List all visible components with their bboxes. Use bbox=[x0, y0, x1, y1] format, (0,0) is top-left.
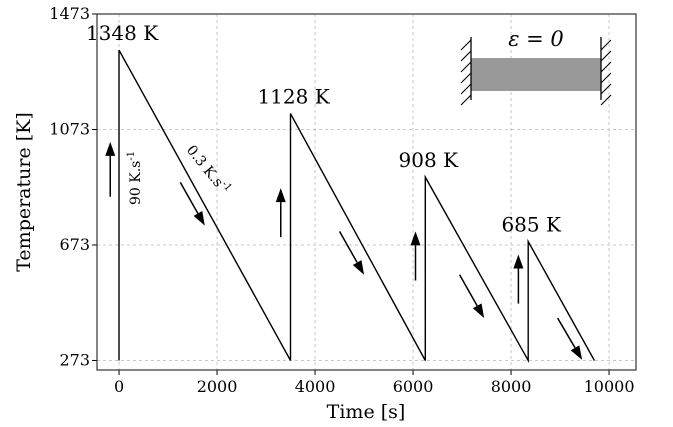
hatch-line bbox=[460, 50, 472, 62]
x-tick-label: 2000 bbox=[197, 377, 238, 396]
rate-labels: 90 K.s-1 0.3 K.s-1 bbox=[126, 141, 234, 205]
y-tick-label: 1073 bbox=[49, 119, 90, 138]
trend-arrow-head bbox=[472, 303, 485, 319]
hatch-line bbox=[460, 94, 472, 106]
temperature-series-line bbox=[118, 49, 596, 364]
trend-arrow-head bbox=[105, 141, 116, 156]
x-tick-label: 6000 bbox=[393, 377, 434, 396]
left-wall-hatch bbox=[460, 39, 472, 106]
peak-label: 908 K bbox=[399, 148, 460, 172]
x-tick-label: 4000 bbox=[295, 377, 336, 396]
hatch-line bbox=[460, 83, 472, 95]
heating-rate-label: 90 K.s-1 bbox=[126, 151, 144, 205]
trend-arrow-head bbox=[513, 254, 524, 269]
peak-label: 1348 K bbox=[86, 21, 159, 45]
hatch-line bbox=[460, 61, 472, 73]
hatch-line bbox=[600, 39, 612, 51]
peak-label: 1128 K bbox=[257, 85, 330, 109]
hatch-line bbox=[600, 61, 612, 73]
hatch-line bbox=[600, 83, 612, 95]
hatch-line bbox=[460, 39, 472, 51]
trend-arrow-head bbox=[193, 210, 205, 226]
heating-rate-superscript: -1 bbox=[126, 151, 137, 161]
trend-arrow-shaft bbox=[458, 274, 478, 307]
arrow-group bbox=[105, 141, 583, 360]
trend-arrow-shaft bbox=[179, 181, 199, 214]
x-tick-label: 0 bbox=[114, 377, 124, 396]
cooling-rate-label: 0.3 K.s-1 bbox=[183, 141, 234, 198]
hatch-line bbox=[600, 72, 612, 84]
hatch-line bbox=[460, 72, 472, 84]
trend-arrow-head bbox=[352, 260, 365, 275]
cooling-rate-text: 0.3 K.s bbox=[183, 142, 226, 190]
tick-marks bbox=[92, 13, 610, 375]
peak-labels: 1348 K 1128 K 908 K 685 K bbox=[86, 21, 562, 236]
y-axis-label: Temperature [K] bbox=[13, 112, 35, 272]
y-tick-label: 1473 bbox=[49, 4, 90, 23]
trend-arrow-shaft bbox=[338, 231, 358, 263]
series-group bbox=[118, 49, 596, 364]
hatch-line bbox=[600, 94, 612, 106]
trend-arrow-head bbox=[275, 188, 286, 203]
strain-label: ε = 0 bbox=[508, 27, 564, 51]
right-wall-hatch bbox=[600, 39, 612, 106]
peak-label: 685 K bbox=[501, 213, 562, 237]
heating-rate-text: 90 K.s bbox=[128, 161, 144, 205]
constraint-inset: ε = 0 bbox=[460, 27, 612, 106]
trend-arrow-head bbox=[570, 345, 583, 360]
x-axis-label: Time [s] bbox=[327, 401, 406, 423]
plot-frame bbox=[96, 13, 637, 371]
x-tick-label: 8000 bbox=[491, 377, 532, 396]
x-tick-label: 10000 bbox=[584, 377, 635, 396]
tick-labels: 0 2000 4000 6000 8000 10000 273 673 1073 1473 bbox=[49, 4, 634, 396]
hatch-line bbox=[600, 50, 612, 62]
y-tick-label: 273 bbox=[59, 350, 90, 369]
trend-arrow-shaft bbox=[556, 317, 576, 349]
y-tick-label: 673 bbox=[59, 235, 90, 254]
trend-arrow-head bbox=[410, 231, 421, 246]
constrained-bar bbox=[471, 58, 601, 91]
